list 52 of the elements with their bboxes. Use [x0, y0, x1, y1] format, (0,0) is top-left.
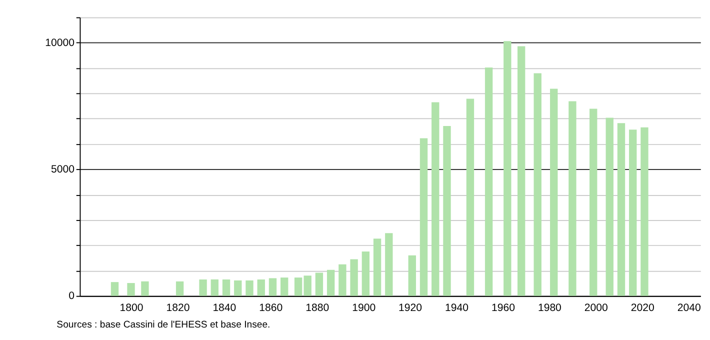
bar: [280, 278, 288, 296]
x-tick-label: 1800: [120, 302, 144, 314]
x-tick-label: 1940: [445, 302, 469, 314]
x-tick-label: 1860: [259, 302, 283, 314]
bar: [420, 138, 428, 296]
bar: [385, 233, 393, 296]
x-tick-label: 1920: [398, 302, 422, 314]
bar: [550, 88, 558, 296]
bar: [640, 127, 648, 296]
x-tick-label: 1980: [538, 302, 562, 314]
bar: [222, 279, 230, 296]
bar: [350, 259, 358, 296]
bar: [246, 280, 254, 296]
bar: [534, 73, 542, 296]
bar: [484, 68, 493, 296]
bar: [234, 280, 242, 296]
source-note: Sources : base Cassini de l'EHESS et base Insee.: [56, 320, 270, 331]
bar: [504, 41, 512, 296]
x-tick-label: 2020: [630, 302, 654, 314]
bar: [110, 282, 119, 296]
y-tick-label: 5000: [50, 164, 75, 176]
bar: [443, 126, 451, 296]
y-tick-label: 0: [68, 290, 75, 302]
bar: [257, 279, 265, 296]
bar: [432, 102, 440, 296]
x-tick-label: 1880: [306, 302, 330, 314]
x-tick-label: 1960: [491, 302, 516, 314]
y-tick-label: 10000: [45, 36, 75, 49]
bar: [315, 272, 324, 296]
bar: [176, 281, 184, 296]
x-tick-label: 2040: [677, 302, 701, 314]
x-tick-label: 2000: [584, 302, 608, 314]
bar: [517, 46, 526, 296]
bar: [210, 279, 218, 296]
x-tick-label: 1840: [212, 302, 236, 314]
bar: [338, 264, 346, 296]
bar: [362, 252, 370, 296]
bar: [606, 118, 614, 296]
bar: [127, 283, 135, 296]
bar: [568, 101, 576, 296]
bar: [141, 281, 149, 296]
bar: [326, 270, 335, 296]
bar: [199, 279, 207, 296]
x-tick-label: 1820: [166, 302, 190, 314]
bar: [408, 255, 416, 296]
x-tick-label: 1900: [352, 302, 376, 314]
bar: [629, 130, 637, 296]
bar: [466, 98, 474, 296]
bar: [268, 278, 277, 296]
bar: [373, 238, 382, 296]
bar: [617, 123, 626, 296]
bar: [590, 108, 598, 296]
